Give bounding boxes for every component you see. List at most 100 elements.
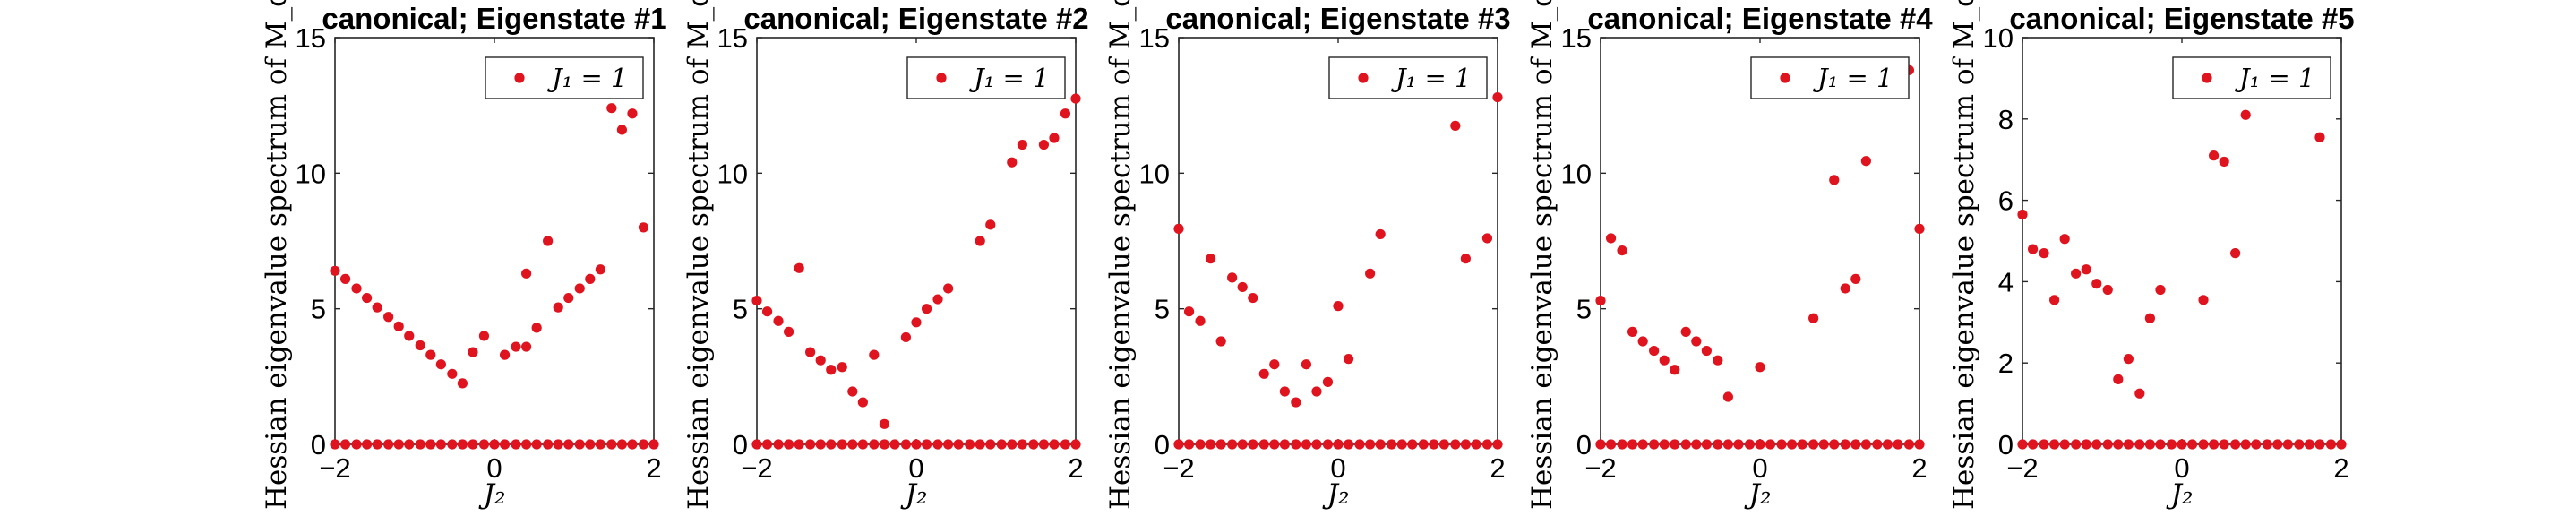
data-point bbox=[1829, 175, 1840, 185]
legend-box bbox=[2172, 56, 2331, 99]
data-point bbox=[638, 439, 649, 450]
data-point bbox=[1713, 355, 1723, 366]
data-point bbox=[2314, 439, 2325, 450]
data-point bbox=[2304, 439, 2314, 450]
data-point bbox=[1322, 376, 1334, 387]
y-tick-label: 0 bbox=[733, 429, 748, 460]
x-axis-label: J₂ bbox=[2166, 478, 2194, 511]
data-point bbox=[531, 439, 542, 450]
y-tick-label: 4 bbox=[1998, 266, 2014, 297]
legend-label: J₁ = 1 bbox=[547, 63, 627, 93]
y-tick-label: 0 bbox=[311, 429, 326, 460]
data-point bbox=[1070, 93, 1081, 104]
data-point bbox=[761, 306, 773, 317]
data-point bbox=[383, 312, 394, 322]
data-point bbox=[521, 341, 532, 352]
y-tick-label: 5 bbox=[1155, 294, 1170, 325]
data-point bbox=[1840, 283, 1850, 294]
data-point bbox=[985, 219, 996, 230]
chart-title: canonical; Eigenstate #1 bbox=[322, 2, 666, 35]
data-point bbox=[638, 222, 649, 233]
data-point bbox=[2027, 244, 2039, 254]
data-point bbox=[1215, 336, 1226, 347]
data-point bbox=[574, 439, 585, 450]
y-tick-label: 10 bbox=[296, 158, 326, 189]
x-axis-label: J₂ bbox=[478, 478, 506, 511]
data-point bbox=[794, 262, 804, 273]
data-point bbox=[2219, 439, 2229, 450]
data-point bbox=[1291, 439, 1301, 450]
data-point bbox=[435, 439, 446, 450]
data-point bbox=[511, 439, 521, 450]
data-point bbox=[869, 439, 880, 450]
data-point bbox=[1450, 120, 1461, 131]
data-point bbox=[900, 439, 912, 450]
data-point bbox=[553, 439, 563, 450]
data-point bbox=[2123, 439, 2134, 450]
data-point bbox=[1387, 439, 1397, 450]
data-point bbox=[911, 439, 922, 450]
data-point bbox=[351, 439, 362, 450]
data-point bbox=[595, 264, 605, 275]
data-point bbox=[1691, 336, 1702, 347]
data-point bbox=[2230, 248, 2241, 259]
legend-box bbox=[1750, 56, 1910, 99]
legend-marker bbox=[1780, 73, 1790, 83]
data-point bbox=[1258, 439, 1269, 450]
data-point bbox=[1017, 439, 1027, 450]
data-point bbox=[751, 295, 762, 306]
data-point bbox=[1333, 439, 1344, 450]
data-point bbox=[1301, 359, 1311, 370]
legend-marker bbox=[936, 73, 947, 83]
data-point bbox=[435, 359, 446, 370]
data-point bbox=[1258, 368, 1269, 379]
y-tick-label: 0 bbox=[1155, 429, 1170, 460]
data-point bbox=[2144, 313, 2155, 323]
data-point bbox=[1375, 439, 1386, 450]
data-point bbox=[1481, 439, 1493, 450]
data-point bbox=[1049, 439, 1060, 450]
data-point bbox=[1840, 439, 1850, 450]
data-point bbox=[900, 331, 912, 343]
data-point bbox=[784, 326, 794, 337]
data-point bbox=[837, 439, 847, 450]
data-point bbox=[2059, 234, 2070, 245]
data-point bbox=[1301, 439, 1311, 450]
data-point bbox=[1755, 439, 1765, 450]
data-point bbox=[1173, 439, 1184, 450]
data-point bbox=[879, 439, 890, 450]
data-point bbox=[1343, 439, 1354, 450]
data-point bbox=[1269, 439, 1280, 450]
data-point bbox=[1893, 439, 1903, 450]
y-axis-label: Hessian eigenvalue spectrum of M_αβ bbox=[1526, 0, 1558, 510]
data-point bbox=[805, 347, 816, 357]
data-point bbox=[1605, 233, 1617, 244]
data-point bbox=[1670, 439, 1680, 450]
data-point bbox=[1637, 439, 1648, 450]
data-point bbox=[2027, 439, 2039, 450]
data-point bbox=[2134, 439, 2145, 450]
chart-title: canonical; Eigenstate #4 bbox=[1587, 2, 1933, 35]
data-point bbox=[1670, 365, 1680, 375]
data-point bbox=[415, 439, 425, 450]
data-point bbox=[362, 292, 373, 304]
data-point bbox=[415, 340, 425, 351]
data-point bbox=[1038, 439, 1049, 450]
data-point bbox=[648, 439, 659, 450]
legend-label: J₁ = 1 bbox=[1813, 63, 1893, 93]
data-point bbox=[425, 439, 436, 450]
data-point bbox=[1291, 397, 1301, 408]
data-point bbox=[1649, 345, 1660, 357]
y-axis-label: Hessian eigenvalue spectrum of M_αβ bbox=[1948, 0, 1980, 510]
data-point bbox=[932, 294, 943, 305]
legend-marker bbox=[1358, 73, 1369, 83]
data-point bbox=[1311, 386, 1322, 397]
data-point bbox=[563, 292, 574, 304]
data-point bbox=[1183, 439, 1195, 450]
data-point bbox=[2230, 439, 2241, 450]
data-point bbox=[2081, 439, 2091, 450]
data-point bbox=[2049, 295, 2060, 305]
data-point bbox=[330, 439, 340, 450]
data-point bbox=[1627, 326, 1638, 337]
